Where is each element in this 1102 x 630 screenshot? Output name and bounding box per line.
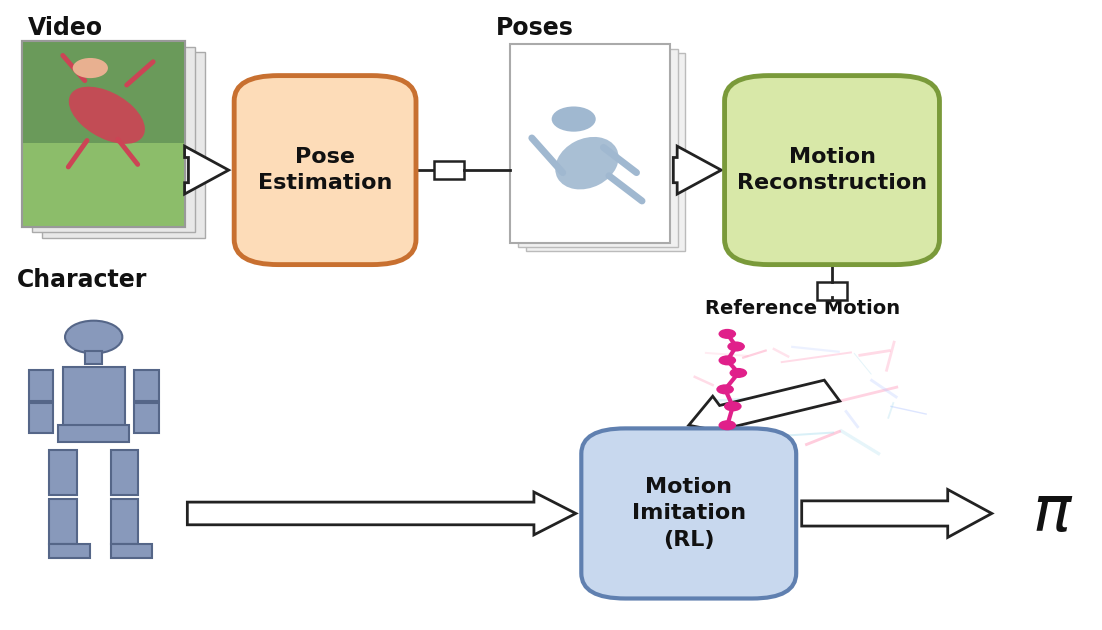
Bar bbox=[134, 403, 159, 433]
Circle shape bbox=[716, 384, 734, 394]
Bar bbox=[433, 161, 464, 179]
Bar bbox=[50, 499, 77, 544]
Bar bbox=[110, 544, 152, 558]
FancyBboxPatch shape bbox=[234, 76, 415, 265]
Ellipse shape bbox=[68, 87, 144, 144]
Text: Character: Character bbox=[17, 268, 147, 292]
Bar bbox=[48, 544, 89, 558]
Bar bbox=[42, 52, 205, 238]
Circle shape bbox=[730, 368, 747, 378]
Ellipse shape bbox=[555, 137, 618, 190]
Bar bbox=[63, 367, 125, 427]
Text: Reference Motion: Reference Motion bbox=[705, 299, 900, 318]
Bar bbox=[58, 425, 130, 442]
Circle shape bbox=[719, 355, 736, 365]
Bar bbox=[29, 403, 53, 433]
Bar bbox=[29, 370, 53, 401]
Bar bbox=[134, 370, 159, 401]
Bar bbox=[22, 143, 185, 227]
Bar bbox=[817, 282, 847, 300]
FancyBboxPatch shape bbox=[725, 76, 939, 265]
Bar bbox=[526, 53, 685, 251]
Text: Pose
Estimation: Pose Estimation bbox=[258, 147, 392, 193]
Circle shape bbox=[65, 321, 122, 353]
Polygon shape bbox=[673, 146, 721, 194]
Bar bbox=[85, 351, 102, 364]
Polygon shape bbox=[802, 490, 992, 537]
Bar bbox=[22, 41, 185, 143]
Polygon shape bbox=[187, 492, 575, 535]
Circle shape bbox=[552, 106, 596, 132]
Bar bbox=[518, 49, 678, 247]
Circle shape bbox=[73, 58, 108, 78]
Text: Motion
Imitation
(RL): Motion Imitation (RL) bbox=[631, 477, 746, 550]
Polygon shape bbox=[689, 380, 840, 436]
FancyBboxPatch shape bbox=[582, 428, 796, 598]
Text: Poses: Poses bbox=[496, 16, 573, 40]
Circle shape bbox=[724, 401, 742, 411]
Circle shape bbox=[719, 420, 736, 430]
Text: Motion
Reconstruction: Motion Reconstruction bbox=[737, 147, 927, 193]
Text: Video: Video bbox=[28, 16, 102, 40]
Bar bbox=[32, 47, 195, 232]
Bar bbox=[110, 499, 138, 544]
Bar bbox=[510, 44, 670, 243]
Circle shape bbox=[719, 329, 736, 339]
Circle shape bbox=[727, 341, 745, 352]
Text: $\pi$: $\pi$ bbox=[1031, 483, 1073, 544]
Bar bbox=[22, 41, 185, 227]
Polygon shape bbox=[184, 146, 228, 194]
Bar bbox=[50, 450, 77, 495]
Bar bbox=[110, 450, 138, 495]
